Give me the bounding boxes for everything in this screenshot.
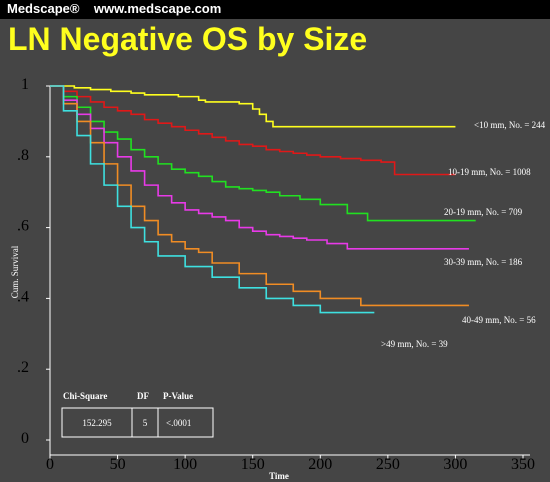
x-axis-label: Time <box>269 471 289 481</box>
series-label-1: 10-19 mm, No. = 1008 <box>448 167 531 177</box>
x-tick-label: 250 <box>376 456 400 473</box>
x-tick-label: 100 <box>173 456 197 473</box>
x-tick-label: 0 <box>46 456 54 473</box>
y-tick-label: .2 <box>17 359 29 376</box>
stats-header-pvalue: P-Value <box>163 391 193 401</box>
series-label-5: >49 mm, No. = 39 <box>381 339 448 349</box>
series-line-5 <box>50 85 375 314</box>
series-line-2 <box>50 85 476 222</box>
brand-url[interactable]: www.medscape.com <box>93 1 222 16</box>
stats-box <box>61 407 214 438</box>
stats-value-pvalue: <.0001 <box>166 418 191 428</box>
series-labels: <10 mm, No. = 244 10-19 mm, No. = 1008 20-… <box>381 120 546 349</box>
series-label-3: 30-39 mm, No. = 186 <box>444 257 523 267</box>
brand-text: Medscape® www.medscape.com <box>7 1 221 16</box>
x-tick-label: 300 <box>443 456 467 473</box>
series-label-2: 20-19 mm, No. = 709 <box>444 207 523 217</box>
y-axis-label: Cum. Survival <box>10 245 20 298</box>
stats-header-df: DF <box>137 391 149 401</box>
page-title: LN Negative OS by Size <box>8 21 368 57</box>
y-tick-label: .8 <box>17 147 29 164</box>
y-tick-label: 0 <box>21 430 29 447</box>
series-line-3 <box>50 85 469 250</box>
series-lines <box>50 85 476 314</box>
x-tick-label: 50 <box>110 456 126 473</box>
y-tick-label: .6 <box>17 218 29 235</box>
series-line-1 <box>50 85 456 176</box>
stats-value-chisq: 152.295 <box>82 418 112 428</box>
x-tick-label: 200 <box>308 456 332 473</box>
x-tick-label: 150 <box>241 456 265 473</box>
brand-name: Medscape® <box>7 1 80 16</box>
axis-ticks: 0 50 100 150 200 250 300 350 0 .2 .4 .6 .8 1 <box>17 76 535 473</box>
series-label-4: 40-49 mm, No. = 56 <box>462 315 536 325</box>
x-tick-label: 350 <box>511 456 535 473</box>
stats-value-df: 5 <box>143 418 148 428</box>
stats-header-chisq: Chi-Square <box>63 391 107 401</box>
series-line-4 <box>50 85 469 307</box>
top-bar: Medscape® www.medscape.com <box>0 0 550 19</box>
series-label-0: <10 mm, No. = 244 <box>474 120 546 130</box>
series-line-0 <box>50 85 456 128</box>
y-tick-label: 1 <box>21 76 29 93</box>
stats-table: Chi-Square DF P-Value 152.295 5 <.0001 <box>61 391 214 438</box>
y-tick-label: .4 <box>17 288 29 305</box>
